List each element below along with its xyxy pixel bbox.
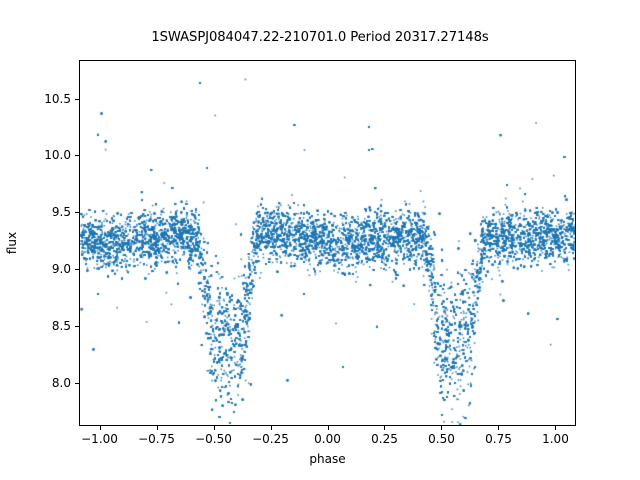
x-tick-mark: [99, 426, 101, 430]
x-tick-mark: [555, 426, 557, 430]
y-tick-mark: [75, 155, 79, 157]
x-axis-label: phase: [309, 452, 346, 466]
x-tick-mark: [213, 426, 215, 430]
x-tick-mark: [384, 426, 386, 430]
y-tick-mark: [75, 269, 79, 271]
x-tick-label: 0.50: [428, 432, 455, 446]
x-tick-mark: [327, 426, 329, 430]
x-tick-label: −0.75: [138, 432, 175, 446]
y-tick-mark: [75, 325, 79, 327]
y-axis-label: flux: [5, 231, 19, 255]
x-tick-mark: [441, 426, 443, 430]
x-tick-label: 1.00: [542, 432, 569, 446]
x-tick-label: 0.75: [485, 432, 512, 446]
y-tick-label: 8.0: [51, 375, 71, 390]
chart-title: 1SWASPJ084047.22-210701.0 Period 20317.2…: [151, 30, 489, 45]
x-tick-label: −1.00: [81, 432, 118, 446]
x-tick-label: −0.25: [252, 432, 289, 446]
y-tick-label: 8.5: [51, 318, 71, 333]
x-tick-mark: [498, 426, 500, 430]
x-tick-mark: [270, 426, 272, 430]
scatter-data-layer: [80, 61, 575, 425]
y-tick-label: 9.0: [51, 262, 71, 277]
y-tick-label: 10.5: [44, 91, 71, 106]
x-tick-label: 0.25: [371, 432, 398, 446]
x-tick-label: −0.50: [195, 432, 232, 446]
y-tick-label: 9.5: [51, 205, 71, 220]
y-tick-mark: [75, 98, 79, 100]
y-tick-mark: [75, 382, 79, 384]
y-tick-mark: [75, 212, 79, 214]
x-tick-mark: [156, 426, 158, 430]
x-tick-label: 0.00: [314, 432, 341, 446]
plot-axes: [79, 60, 576, 426]
y-tick-label: 10.0: [44, 148, 71, 163]
